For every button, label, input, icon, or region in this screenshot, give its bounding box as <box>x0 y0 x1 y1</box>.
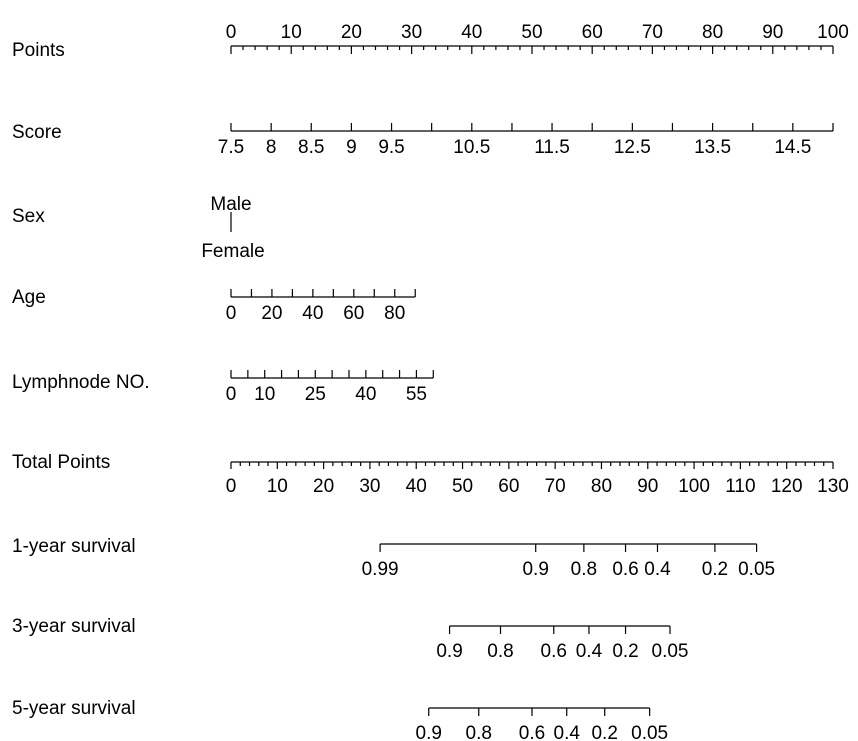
points-row-label: Points <box>12 40 65 61</box>
survival_1y-row-label: 1-year survival <box>12 536 136 557</box>
lymphnode-tick-label: 0 <box>226 384 237 405</box>
survival_1y-tick-label: 0.99 <box>362 559 399 580</box>
score-row-label: Score <box>12 122 62 143</box>
total_points-tick-label: 20 <box>313 476 334 497</box>
score-tick-label: 8.5 <box>298 137 324 158</box>
age-tick-label: 0 <box>226 303 237 324</box>
sex-level-label: Female <box>201 241 264 262</box>
survival_3y-tick-label: 0.4 <box>576 641 603 662</box>
total_points-tick-label: 120 <box>771 476 803 497</box>
survival_3y-tick-label: 0.6 <box>541 641 567 662</box>
survival_3y-tick-label: 0.9 <box>436 641 462 662</box>
lymphnode-tick-label: 55 <box>406 384 427 405</box>
survival_5y-tick-label: 0.4 <box>554 723 581 741</box>
sex-level-label: Male <box>210 194 251 215</box>
survival_5y-row-label: 5-year survival <box>12 698 136 719</box>
total_points-tick-label: 30 <box>359 476 380 497</box>
points-tick-label: 30 <box>401 22 422 43</box>
sex-row-label: Sex <box>12 206 45 227</box>
total_points-tick-label: 70 <box>545 476 566 497</box>
total_points-tick-label: 10 <box>267 476 288 497</box>
survival_1y-tick-label: 0.2 <box>702 559 728 580</box>
lymphnode-tick-label: 10 <box>254 384 275 405</box>
total_points-tick-label: 100 <box>678 476 710 497</box>
lymphnode-tick-label: 25 <box>305 384 326 405</box>
total_points-tick-label: 0 <box>226 476 237 497</box>
points-tick-label: 40 <box>461 22 482 43</box>
points-tick-label: 100 <box>817 22 849 43</box>
survival_1y-tick-label: 0.4 <box>644 559 671 580</box>
points-tick-label: 20 <box>341 22 362 43</box>
points-tick-label: 60 <box>582 22 603 43</box>
score-tick-label: 14.5 <box>774 137 811 158</box>
age-tick-label: 60 <box>343 303 364 324</box>
survival_3y-tick-label: 0.2 <box>612 641 638 662</box>
score-tick-label: 9 <box>346 137 357 158</box>
score-tick-label: 12.5 <box>614 137 651 158</box>
survival_5y-tick-label: 0.9 <box>416 723 442 741</box>
survival_1y-tick-label: 0.9 <box>522 559 548 580</box>
score-tick-label: 7.5 <box>218 137 244 158</box>
age-row-label: Age <box>12 287 46 308</box>
survival_3y-tick-label: 0.8 <box>487 641 513 662</box>
total_points-tick-label: 50 <box>452 476 473 497</box>
survival_3y-tick-label: 0.05 <box>652 641 689 662</box>
score-tick-label: 8 <box>266 137 277 158</box>
total_points-tick-label: 60 <box>498 476 519 497</box>
total_points-tick-label: 130 <box>817 476 849 497</box>
score-tick-label: 11.5 <box>534 137 570 158</box>
survival_1y-tick-label: 0.05 <box>738 559 775 580</box>
points-tick-label: 80 <box>702 22 723 43</box>
survival_5y-tick-label: 0.2 <box>591 723 617 741</box>
age-tick-label: 20 <box>261 303 282 324</box>
total_points-row-label: Total Points <box>12 452 110 473</box>
survival_1y-tick-label: 0.6 <box>612 559 638 580</box>
score-tick-label: 13.5 <box>694 137 731 158</box>
total_points-tick-label: 40 <box>406 476 427 497</box>
points-tick-label: 50 <box>521 22 542 43</box>
age-tick-label: 80 <box>384 303 405 324</box>
points-tick-label: 90 <box>762 22 783 43</box>
lymphnode-tick-label: 40 <box>355 384 376 405</box>
points-tick-label: 0 <box>226 22 237 43</box>
survival_3y-row-label: 3-year survival <box>12 616 136 637</box>
points-tick-label: 70 <box>642 22 663 43</box>
survival_5y-tick-label: 0.05 <box>631 723 668 741</box>
survival_5y-tick-label: 0.8 <box>466 723 492 741</box>
total_points-tick-label: 90 <box>637 476 658 497</box>
points-tick-label: 10 <box>281 22 302 43</box>
survival_5y-tick-label: 0.6 <box>519 723 545 741</box>
total_points-tick-label: 80 <box>591 476 612 497</box>
total_points-tick-label: 110 <box>725 476 755 497</box>
survival_1y-tick-label: 0.8 <box>571 559 597 580</box>
score-tick-label: 9.5 <box>378 137 404 158</box>
score-tick-label: 10.5 <box>453 137 490 158</box>
age-tick-label: 40 <box>302 303 323 324</box>
lymphnode-row-label: Lymphnode NO. <box>12 372 150 393</box>
